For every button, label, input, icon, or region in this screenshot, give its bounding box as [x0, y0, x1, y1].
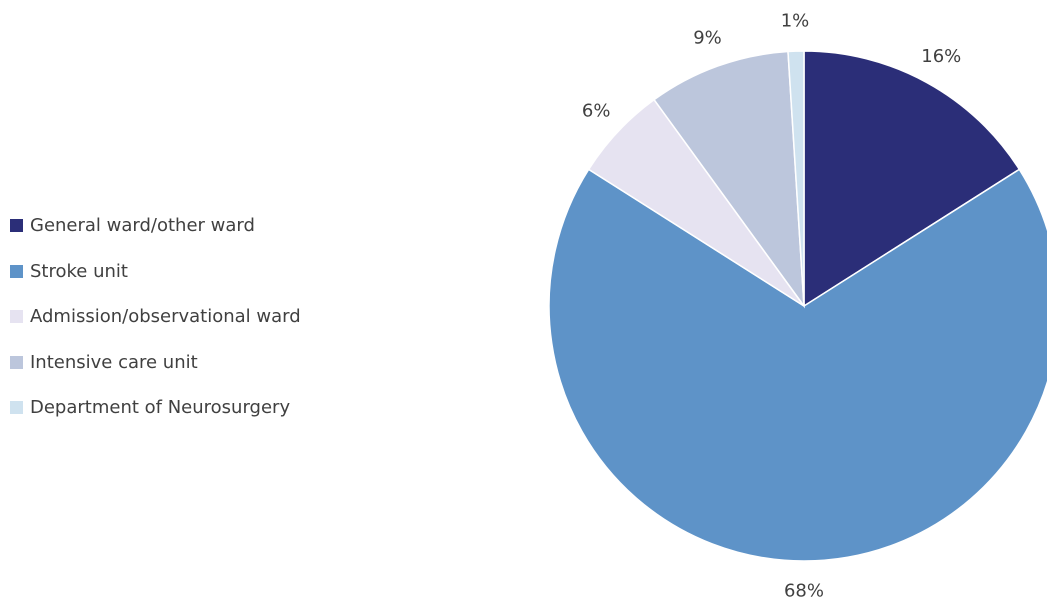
pie-slice-department-of-neurosurgery [787, 50, 805, 307]
legend-label-stroke-unit: Stroke unit [30, 260, 128, 282]
data-label-general-ward-other-ward: 16% [921, 46, 961, 67]
legend-item-stroke-unit: Stroke unit [10, 249, 301, 295]
legend-swatch-stroke-unit [10, 264, 23, 278]
chart-legend: General ward/other ward Stroke unit Admiss… [10, 203, 301, 431]
legend-label-department-of-neurosurgery: Department of Neurosurgery [30, 397, 291, 419]
legend-item-general-ward-other-ward: General ward/other ward [10, 203, 301, 249]
data-label-stroke-unit: 68% [784, 581, 824, 601]
pie-slice-intensive-care-unit [653, 50, 805, 309]
data-label-department-of-neurosurgery: 1% [781, 11, 810, 32]
legend-item-department-of-neurosurgery: Department of Neurosurgery [10, 385, 301, 431]
legend-label-general-ward-other-ward: General ward/other ward [30, 215, 255, 237]
legend-label-admission-observational-ward: Admission/observational ward [30, 306, 301, 328]
legend-swatch-intensive-care-unit [10, 355, 23, 369]
pie-slice-stroke-unit [548, 168, 1047, 562]
data-label-admission-observational-ward: 6% [582, 100, 611, 121]
legend-swatch-general-ward-other-ward [10, 219, 23, 233]
pie-slice-general-ward-other-ward [803, 50, 1021, 308]
legend-item-admission-observational-ward: Admission/observational ward [10, 294, 301, 340]
data-label-intensive-care-unit: 9% [693, 27, 722, 48]
legend-item-intensive-care-unit: Intensive care unit [10, 340, 301, 386]
legend-swatch-admission-observational-ward [10, 310, 23, 324]
legend-label-intensive-care-unit: Intensive care unit [30, 351, 198, 373]
legend-swatch-department-of-neurosurgery [10, 401, 23, 415]
